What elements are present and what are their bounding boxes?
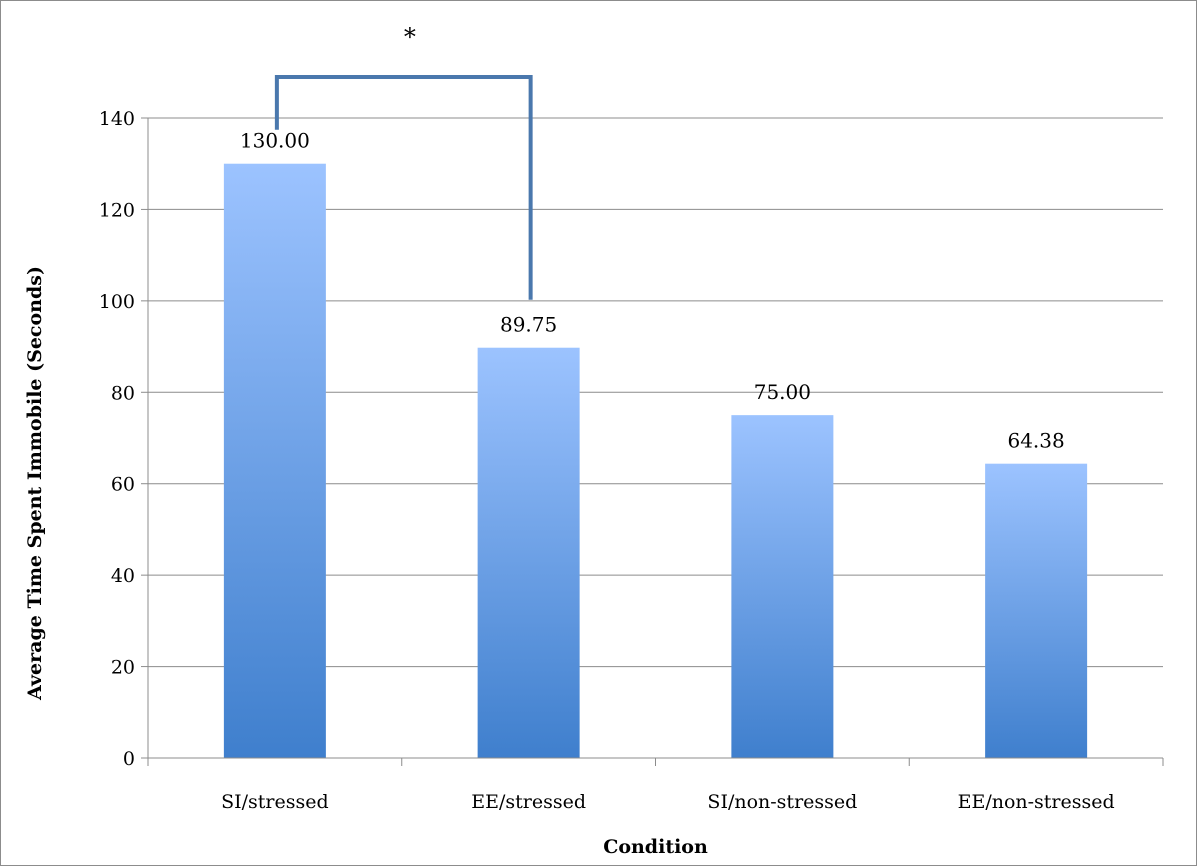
y-tick-label: 60 <box>111 474 135 496</box>
y-axis-title: Average Time Spent Immobile (Seconds) <box>24 266 46 701</box>
data-label: 64.38 <box>1007 429 1064 453</box>
y-tick-label: 140 <box>99 108 135 130</box>
data-label: 75.00 <box>754 380 811 404</box>
axes <box>141 117 1164 766</box>
x-tick-label: SI/stressed <box>221 791 329 813</box>
x-tick-label: SI/non-stressed <box>707 791 857 813</box>
y-tick-label: 80 <box>111 382 135 404</box>
significance-bracket <box>274 75 533 300</box>
data-label: 89.75 <box>500 313 557 337</box>
bar <box>477 347 580 758</box>
significance-annotation: * <box>274 23 533 300</box>
y-tick-label: 120 <box>99 199 135 221</box>
bar <box>985 463 1088 758</box>
x-tick-label: EE/stressed <box>471 791 586 813</box>
y-tick-label: 40 <box>111 565 135 587</box>
bar <box>223 163 326 758</box>
y-tick-label: 20 <box>111 657 135 679</box>
y-tick-label: 0 <box>123 748 135 770</box>
x-axis-title: Condition <box>603 836 708 858</box>
data-label: 130.00 <box>240 129 310 153</box>
bar <box>731 415 834 758</box>
labels: 0 20 40 60 80 100 120 140 130.00 SI/stressed 89.75… <box>99 108 1115 813</box>
bars <box>223 163 1088 758</box>
significance-marker: * <box>404 23 416 51</box>
y-tick-label: 100 <box>99 291 135 313</box>
x-tick-label: EE/non-stressed <box>958 791 1115 813</box>
